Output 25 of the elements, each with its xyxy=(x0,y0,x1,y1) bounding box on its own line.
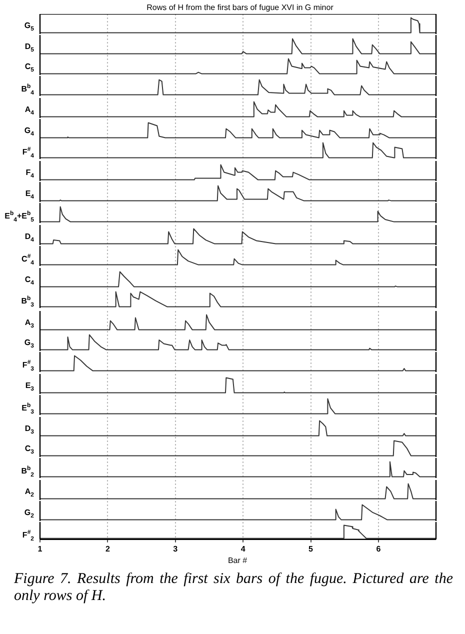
y-axis-title: E$_{3}$ xyxy=(24,380,34,395)
y-axis-title: D$_{5}$ xyxy=(24,40,34,56)
x-axis-title: Bar # xyxy=(226,556,248,564)
y-axis-title: G$_{5}$ xyxy=(23,20,34,35)
chart-title: Rows of H from the first bars of fugue XVI in G minor xyxy=(146,2,334,14)
caption: Figure 7. Results from the first six bars of the fugue. Pictured are the only rows of H. xyxy=(14,570,453,604)
y-axis-title: C$_{3}$ xyxy=(24,443,34,458)
y-axis-title: D$_{3}$ xyxy=(24,422,34,438)
y-axis-title: E$_{4}$ xyxy=(24,188,34,203)
x-tick-label: 1 xyxy=(38,544,43,553)
x-tick-label: 2 xyxy=(105,544,110,553)
y-axis-title: G$_{3}$ xyxy=(23,337,34,352)
y-axis-title: C$_{4}$ xyxy=(24,274,34,288)
x-tick-label: 6 xyxy=(376,544,382,553)
y-axis-title: A$_{2}$ xyxy=(24,486,34,501)
x-tick-label: 4 xyxy=(240,544,246,553)
y-axis-title: C$_{5}$ xyxy=(24,61,34,76)
y-axis-title: F$_{4}$ xyxy=(24,167,34,182)
x-tick-label: 5 xyxy=(308,544,314,553)
y-axis-title: G$_{4}$ xyxy=(23,124,34,140)
y-axis-title: A$_{3}$ xyxy=(24,316,34,332)
y-axis-title: A$_{4}$ xyxy=(24,104,34,119)
y-axis-title: D$_{4}$ xyxy=(24,230,34,246)
y-axis-title: G$_{2}$ xyxy=(23,506,34,522)
x-tick-label: 3 xyxy=(173,544,178,553)
